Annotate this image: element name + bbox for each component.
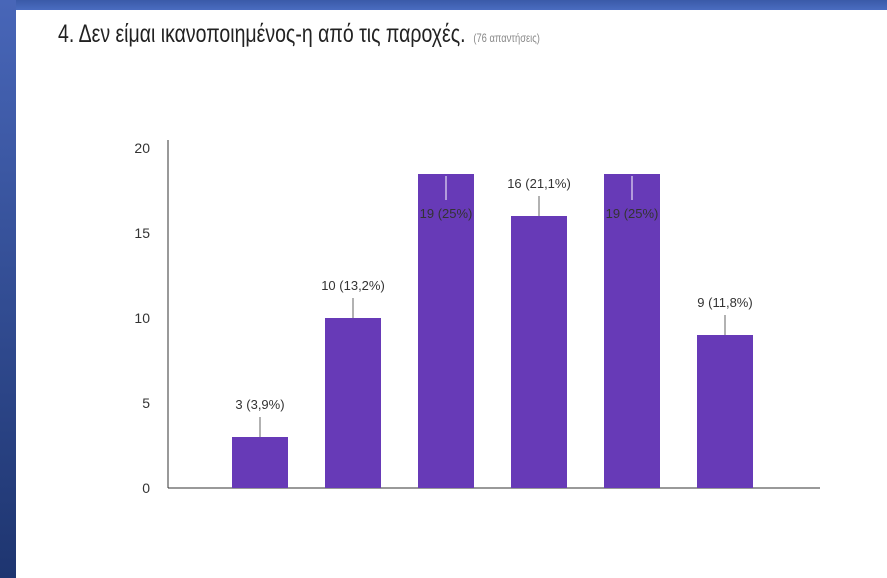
bar-data-label: 19 (25%) [606, 206, 659, 221]
bar [418, 174, 474, 488]
bar [697, 335, 753, 488]
y-tick-label: 5 [142, 395, 150, 411]
y-tick-label: 20 [134, 140, 150, 156]
bar-data-label: 16 (21,1%) [507, 176, 571, 191]
bar [511, 216, 567, 488]
bar [604, 174, 660, 488]
bar-data-label: 19 (25%) [420, 206, 473, 221]
y-tick-label: 10 [134, 310, 150, 326]
bar [232, 437, 288, 488]
bar-data-label: 9 (11,8%) [697, 295, 752, 310]
bar-data-label: 10 (13,2%) [321, 278, 385, 293]
y-tick-label: 15 [134, 225, 150, 241]
bar [325, 318, 381, 488]
bar-data-label: 3 (3,9%) [235, 397, 284, 412]
y-tick-label: 0 [142, 480, 150, 496]
